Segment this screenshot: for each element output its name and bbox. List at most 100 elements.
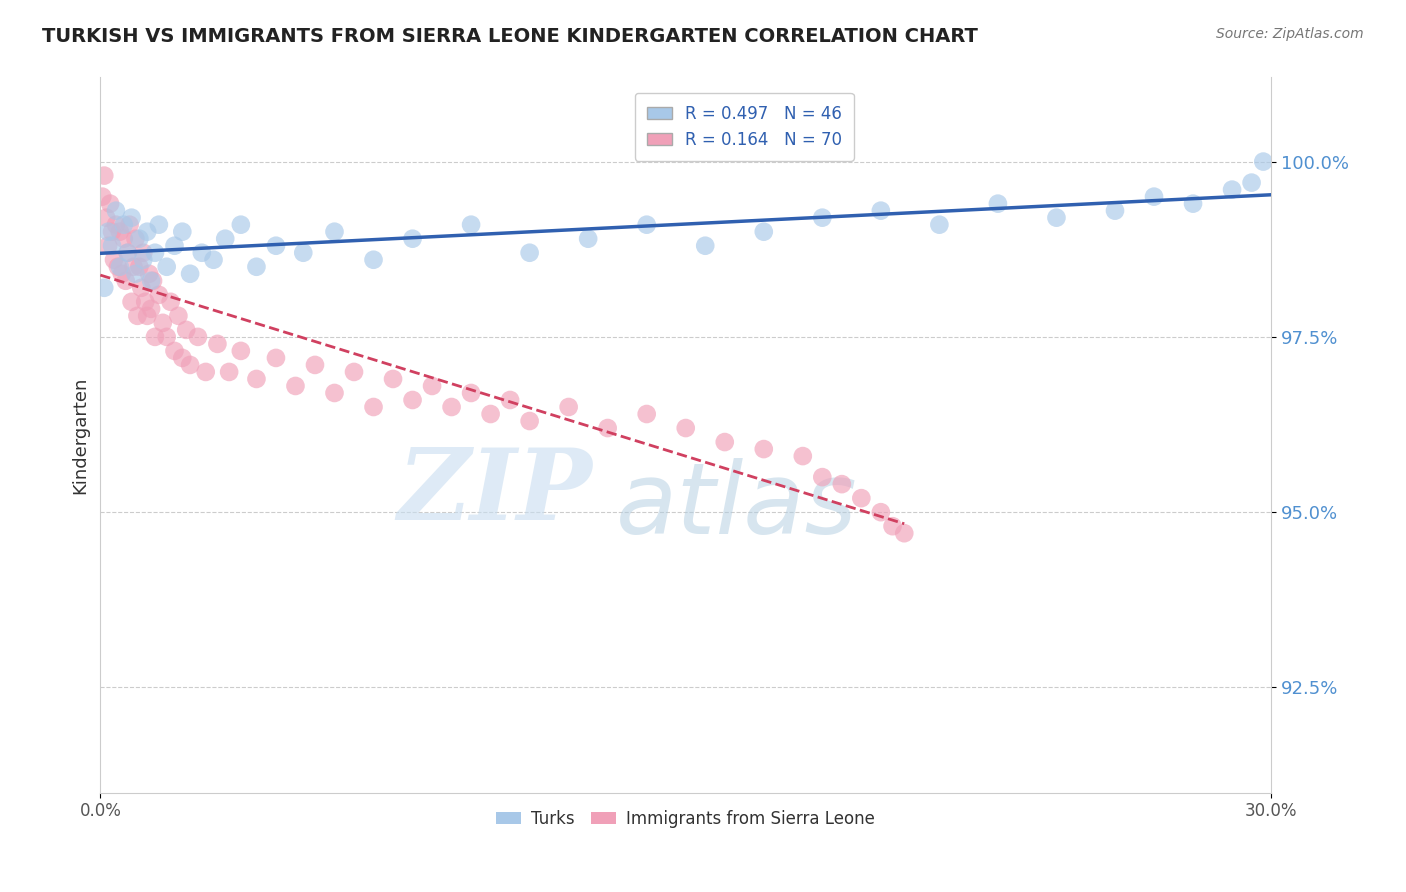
Point [104,203,127,218]
Point [101,225,124,239]
Point [122,260,145,274]
Point [172,351,194,365]
Point [576,232,599,246]
Point [675,421,697,435]
Point [218,365,240,379]
Text: Source: ZipAtlas.com: Source: ZipAtlas.com [1216,27,1364,41]
Point [323,386,346,401]
Point [174,323,197,337]
Point [752,225,775,239]
Legend: Turks, Immigrants from Sierra Leone: Turks, Immigrants from Sierra Leone [489,803,882,834]
Point [124,267,146,281]
Point [811,470,834,484]
Point [304,358,326,372]
Point [91,189,114,203]
Point [382,372,405,386]
Point [159,294,181,309]
Point [167,309,190,323]
Point [117,245,139,260]
Point [108,260,131,274]
Point [172,225,194,239]
Point [114,274,136,288]
Point [1253,154,1275,169]
Point [148,218,170,232]
Point [245,260,267,274]
Point [519,414,541,428]
Point [479,407,502,421]
Point [142,274,165,288]
Point [128,260,150,274]
Point [163,238,186,252]
Point [163,343,186,358]
Point [103,252,125,267]
Text: TURKISH VS IMMIGRANTS FROM SIERRA LEONE KINDERGARTEN CORRELATION CHART: TURKISH VS IMMIGRANTS FROM SIERRA LEONE … [42,27,979,45]
Point [229,343,252,358]
Point [121,294,143,309]
Point [499,392,522,407]
Y-axis label: Kindergarten: Kindergarten [72,376,89,494]
Point [792,449,814,463]
Point [752,442,775,456]
Point [363,400,385,414]
Point [194,365,217,379]
Point [93,169,115,183]
Point [107,260,129,274]
Point [108,225,131,239]
Point [1045,211,1067,225]
Point [636,407,658,421]
Point [148,288,170,302]
Point [1240,176,1263,190]
Point [1143,189,1166,203]
Point [132,245,155,260]
Point [93,281,115,295]
Point [264,238,287,252]
Point [519,245,541,260]
Text: atlas: atlas [616,458,858,555]
Point [156,260,179,274]
Point [101,238,124,252]
Point [1182,196,1205,211]
Point [179,358,201,372]
Point [811,211,834,225]
Point [1104,203,1126,218]
Point [191,245,214,260]
Point [323,225,346,239]
Point [713,435,735,450]
Point [557,400,579,414]
Point [117,245,139,260]
Point [156,330,179,344]
Point [127,309,149,323]
Point [136,309,159,323]
Point [97,238,120,252]
Point [401,392,423,407]
Point [134,294,156,309]
Point [96,211,118,225]
Point [893,526,915,541]
Point [187,330,209,344]
Point [112,232,135,246]
Point [440,400,463,414]
Point [143,330,166,344]
Point [124,232,146,246]
Point [104,218,127,232]
Point [596,421,619,435]
Point [179,267,201,281]
Point [1220,183,1243,197]
Point [214,232,236,246]
Point [136,225,159,239]
Point [139,301,162,316]
Point [851,491,873,505]
Point [882,519,904,533]
Point [245,372,267,386]
Point [138,267,160,281]
Point [202,252,225,267]
Point [401,232,423,246]
Point [118,218,141,232]
Point [121,211,143,225]
Point [111,267,134,281]
Point [869,203,891,218]
Point [128,232,150,246]
Point [420,379,443,393]
Text: ZIP: ZIP [396,444,592,541]
Point [460,218,482,232]
